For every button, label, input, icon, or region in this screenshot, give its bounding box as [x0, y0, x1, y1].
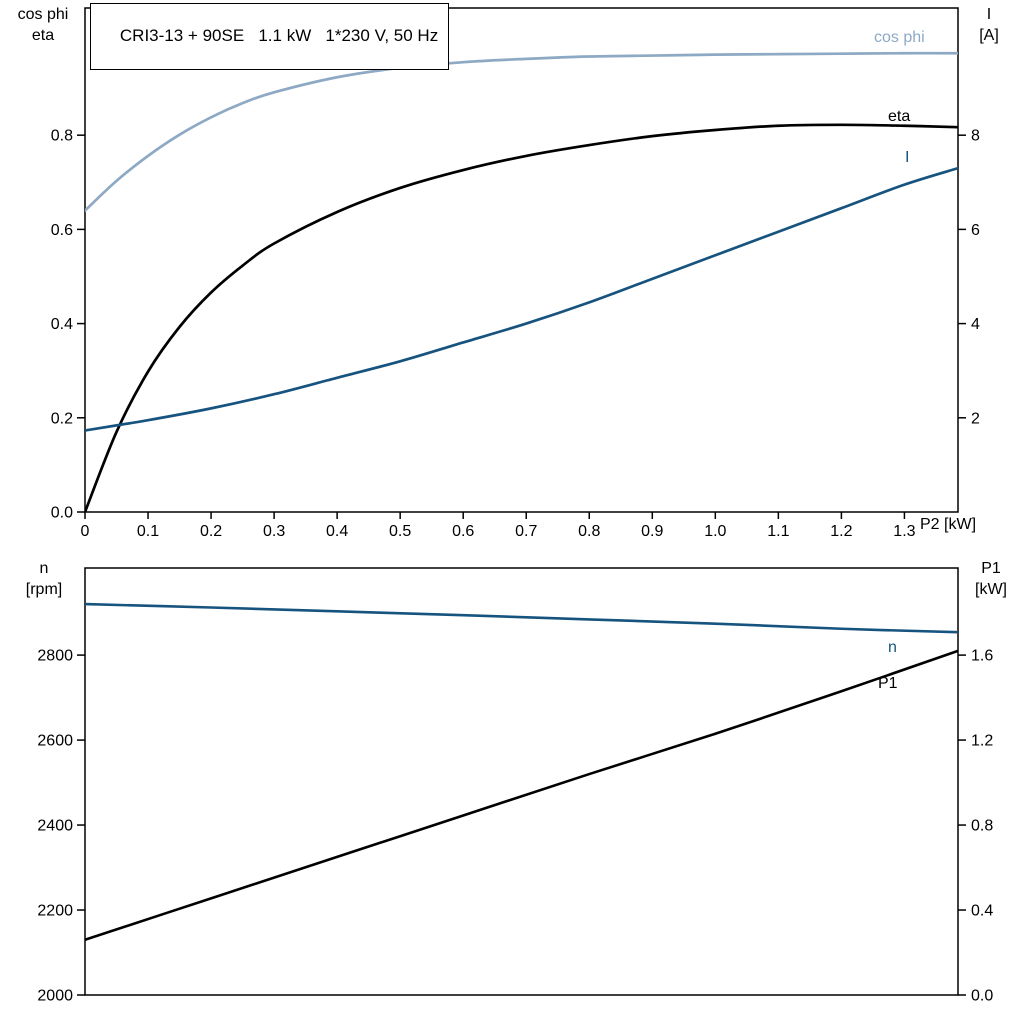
ampere-unit-label: [A] — [979, 27, 999, 44]
chart-bottom: 2000 2200 2400 2600 2800 0.0 0.4 0.8 1.2 1.6 n P1 — [37, 567, 993, 1005]
speed-axis-label: n — [39, 560, 49, 577]
svg-text:P1: P1 — [878, 675, 898, 692]
svg-text:0.4: 0.4 — [971, 903, 993, 920]
svg-text:0.2: 0.2 — [51, 410, 73, 427]
top-left-axis-title: cos phi eta — [6, 4, 80, 46]
curve-I — [85, 166, 958, 432]
bottom-right-axis-title: P1 [kW] — [960, 558, 1022, 600]
rpm-unit-label: [rpm] — [25, 581, 63, 598]
svg-text:4: 4 — [971, 316, 980, 333]
top-right-axis-title: I [A] — [959, 4, 1019, 46]
svg-text:0.8: 0.8 — [578, 523, 600, 540]
svg-text:1.0: 1.0 — [704, 523, 726, 540]
svg-text:I: I — [905, 149, 909, 166]
svg-text:2000: 2000 — [37, 988, 73, 1005]
bottom-left-axis-title: n [rpm] — [8, 558, 80, 600]
svg-text:0.5: 0.5 — [389, 523, 411, 540]
svg-text:1.1: 1.1 — [767, 523, 789, 540]
cos-phi-axis-label: cos phi — [17, 6, 69, 23]
svg-text:6: 6 — [971, 222, 980, 239]
svg-text:2: 2 — [971, 410, 980, 427]
chart-title-box: CRI3-13 + 90SE 1.1 kW 1*230 V, 50 Hz — [90, 3, 450, 70]
eta-axis-label: eta — [31, 27, 55, 44]
curve-P1 — [85, 649, 958, 942]
svg-text:2600: 2600 — [37, 733, 73, 750]
svg-text:0.3: 0.3 — [263, 523, 285, 540]
svg-text:n: n — [888, 639, 897, 656]
svg-text:8: 8 — [971, 128, 980, 145]
chart-top: 0 0.1 0.2 0.3 0.4 0.5 0.6 0.7 0.8 0.9 1.0 1.1 1.2 1.3… — [51, 7, 980, 540]
svg-text:0.9: 0.9 — [641, 523, 663, 540]
svg-text:2400: 2400 — [37, 818, 73, 835]
svg-text:eta: eta — [888, 108, 910, 125]
svg-text:1.2: 1.2 — [971, 733, 993, 750]
svg-text:0.0: 0.0 — [971, 988, 993, 1005]
chart-title-text: CRI3-13 + 90SE 1.1 kW 1*230 V, 50 Hz — [119, 26, 439, 45]
curve-cos-phi — [85, 51, 958, 212]
svg-text:2800: 2800 — [37, 648, 73, 665]
svg-text:0.2: 0.2 — [200, 523, 222, 540]
svg-text:1.3: 1.3 — [893, 523, 915, 540]
svg-text:0.0: 0.0 — [51, 505, 73, 522]
curve-eta — [85, 123, 958, 512]
svg-text:0.4: 0.4 — [326, 523, 348, 540]
svg-text:0.1: 0.1 — [137, 523, 159, 540]
x-axis-unit-label: P2 [kW] — [920, 516, 977, 533]
svg-text:0.6: 0.6 — [51, 222, 73, 239]
svg-text:2200: 2200 — [37, 903, 73, 920]
svg-text:0.8: 0.8 — [971, 818, 993, 835]
svg-text:0.6: 0.6 — [452, 523, 474, 540]
svg-text:1.2: 1.2 — [830, 523, 852, 540]
curve-n — [85, 602, 958, 634]
svg-text:0.7: 0.7 — [515, 523, 537, 540]
svg-text:cos phi: cos phi — [874, 29, 925, 46]
svg-text:0.4: 0.4 — [51, 316, 73, 333]
kw-unit-label: [kW] — [975, 581, 1007, 598]
svg-text:1.6: 1.6 — [971, 648, 993, 665]
svg-text:0: 0 — [81, 523, 90, 540]
svg-text:0.8: 0.8 — [51, 128, 73, 145]
current-axis-label: I — [986, 6, 992, 23]
p1-axis-label: P1 — [981, 560, 1001, 577]
